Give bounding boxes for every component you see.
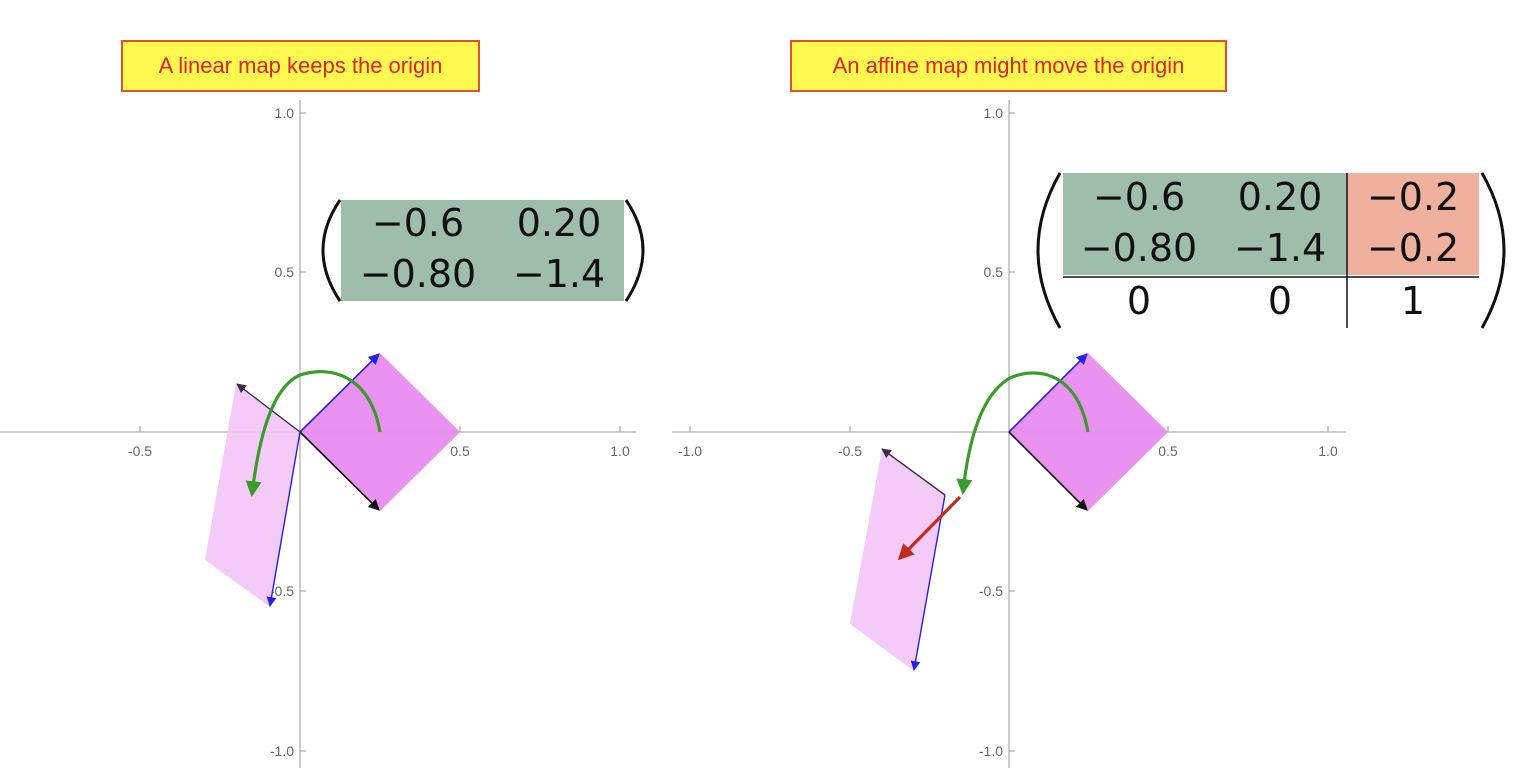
left-xtick-1: -0.5 bbox=[128, 443, 152, 459]
right-matrix-linear-block bbox=[1063, 173, 1347, 275]
right-matrix-a13: −0.2 bbox=[1367, 175, 1459, 219]
right-plot: 1.0 0.5 -0.5 -1.0 -1.0 -0.5 0.5 1.0 −0.6… bbox=[672, 100, 1506, 768]
right-xtick-1: -1.0 bbox=[678, 443, 702, 459]
right-matrix-a33: 1 bbox=[1401, 279, 1425, 323]
left-map-arrow bbox=[245, 370, 382, 498]
left-ytick-2: 0.5 bbox=[275, 264, 295, 280]
left-basis-y-arrow bbox=[299, 431, 380, 511]
right-matrix-right-paren bbox=[1480, 172, 1506, 329]
left-plot: 1.0 0.5 -0.5 -1.0 -0.5 0.5 1.0 −0.6 0.20… bbox=[0, 100, 645, 768]
left-image-basis-y-arrow bbox=[236, 383, 301, 433]
left-xtick-2: 0.5 bbox=[450, 443, 470, 459]
right-original-square bbox=[1009, 353, 1168, 511]
right-ytick-1: 1.0 bbox=[984, 105, 1004, 121]
right-xtick-3: 0.5 bbox=[1158, 443, 1178, 459]
right-image-parallelogram bbox=[850, 449, 945, 671]
right-basis-x-arrow bbox=[1008, 353, 1088, 433]
left-image-basis-x-arrow bbox=[266, 431, 301, 607]
left-matrix: −0.6 0.20 −0.80 −1.4 bbox=[321, 199, 645, 302]
right-matrix-a31: 0 bbox=[1127, 279, 1151, 323]
right-translation-arrow bbox=[897, 495, 962, 561]
left-xtick-3: 1.0 bbox=[610, 443, 630, 459]
left-caption: A linear map keeps the origin bbox=[121, 40, 480, 92]
right-xtick-2: -0.5 bbox=[838, 443, 862, 459]
left-ytick-3: -0.5 bbox=[270, 583, 294, 599]
left-basis-x-arrow bbox=[299, 353, 380, 433]
right-ytick-2: 0.5 bbox=[984, 264, 1004, 280]
right-ytick-3: -0.5 bbox=[979, 583, 1003, 599]
left-matrix-right-paren bbox=[624, 199, 645, 302]
right-image-basis-y-arrow bbox=[881, 448, 946, 496]
right-image-basis-x-arrow bbox=[910, 494, 946, 671]
left-matrix-a11: −0.6 bbox=[372, 201, 464, 245]
right-matrix-a21: −0.80 bbox=[1081, 226, 1197, 270]
left-image-parallelogram bbox=[205, 384, 300, 607]
right-matrix-a12: 0.20 bbox=[1238, 175, 1323, 219]
right-xtick-4: 1.0 bbox=[1318, 443, 1338, 459]
left-ytick-1: 1.0 bbox=[275, 105, 295, 121]
right-map-arrow bbox=[956, 371, 1090, 496]
left-matrix-a22: −1.4 bbox=[513, 252, 605, 296]
right-matrix-translation-block bbox=[1347, 173, 1479, 275]
right-matrix-a32: 0 bbox=[1268, 279, 1292, 323]
right-matrix-a22: −1.4 bbox=[1234, 226, 1326, 270]
right-ytick-4: -1.0 bbox=[979, 743, 1003, 759]
right-matrix-a11: −0.6 bbox=[1093, 175, 1185, 219]
left-matrix-left-paren bbox=[321, 199, 342, 302]
right-basis-y-arrow bbox=[1008, 431, 1088, 511]
right-caption: An affine map might move the origin bbox=[790, 40, 1227, 92]
right-matrix: −0.6 0.20 −0.2 −0.80 −1.4 −0.2 0 0 1 bbox=[1036, 172, 1506, 329]
left-ytick-4: -1.0 bbox=[270, 743, 294, 759]
right-matrix-left-paren bbox=[1036, 172, 1062, 329]
left-matrix-linear-block bbox=[341, 200, 624, 301]
left-matrix-a12: 0.20 bbox=[517, 201, 602, 245]
right-matrix-a23: −0.2 bbox=[1367, 226, 1459, 270]
left-matrix-a21: −0.80 bbox=[360, 252, 476, 296]
